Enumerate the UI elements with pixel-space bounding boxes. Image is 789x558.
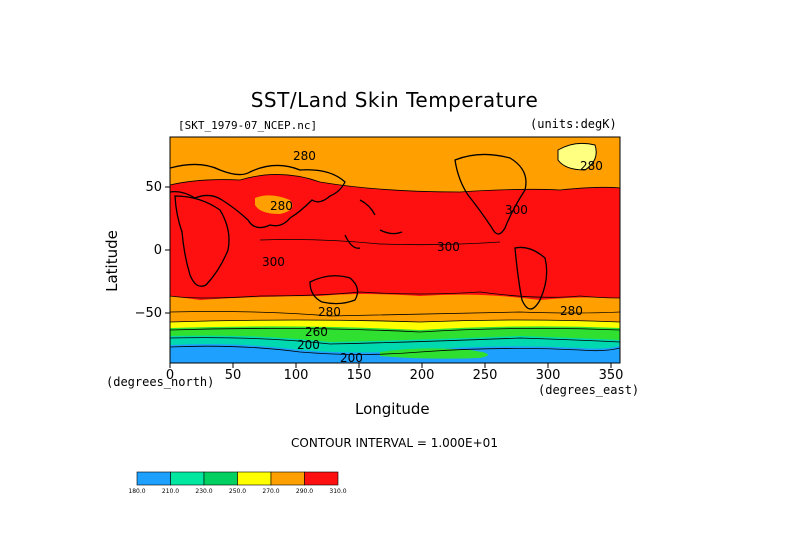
- y-tick-labels: 50 0 −50: [135, 180, 162, 321]
- tibet-cool-spot: [255, 195, 293, 214]
- contour-label: 200: [340, 351, 363, 365]
- coastlines: [170, 153, 548, 310]
- colorbar-label: 310.0: [329, 488, 346, 495]
- contour-label: 280: [560, 304, 583, 318]
- contour-label: 280: [293, 149, 316, 163]
- contour-label: 300: [437, 240, 460, 254]
- colorbar-label: 210.0: [162, 488, 179, 495]
- x-tick-label: 100: [284, 368, 309, 383]
- y-tick-label: 0: [154, 243, 162, 258]
- colorbar-swatch: [203, 471, 238, 486]
- x-tick-label: 300: [536, 368, 561, 383]
- colorbar-swatch: [237, 471, 272, 486]
- page-title: SST/Land Skin Temperature: [250, 88, 539, 112]
- contour-label: 280: [270, 199, 293, 213]
- colorbar-label: 230.0: [195, 488, 212, 495]
- contour-label: 280: [318, 305, 341, 319]
- x-tick-label: 50: [225, 368, 242, 383]
- colorbar-swatch: [170, 471, 205, 486]
- y-tick-label: −50: [135, 306, 162, 321]
- colorbar-label: 250.0: [229, 488, 246, 495]
- colorbar: 180.0 210.0 230.0 250.0 270.0 290.0 310.0: [128, 471, 347, 495]
- x-axis-unit: (degrees_east): [538, 383, 640, 397]
- contour-label: 280: [580, 159, 603, 173]
- units-label: (units:degK): [530, 117, 617, 131]
- band-green-patch: [380, 348, 488, 359]
- contour-label: 300: [262, 255, 285, 269]
- contour-interval-label: CONTOUR INTERVAL = 1.000E+01: [291, 436, 498, 450]
- file-label: [SKT_1979-07_NCEP.nc]: [178, 119, 318, 132]
- contour-label: 200: [297, 338, 320, 352]
- colorbar-label: 270.0: [262, 488, 279, 495]
- x-tick-label: 200: [410, 368, 435, 383]
- y-axis-title: Latitude: [103, 230, 121, 292]
- colorbar-label: 180.0: [128, 488, 145, 495]
- colorbar-swatch: [304, 471, 339, 486]
- y-axis-unit: (degrees_north): [106, 375, 215, 389]
- axis-ticks: [165, 186, 612, 368]
- x-tick-label: 250: [473, 368, 498, 383]
- colorbar-label: 290.0: [296, 488, 313, 495]
- contour-labels: 280 280 300 300 300 280 280 260 200 200 …: [262, 149, 603, 365]
- colorbar-swatch: [136, 471, 171, 486]
- x-tick-labels: 0 50 100 150 200 250 300 350: [166, 368, 624, 383]
- tropical-warm-region: [170, 174, 620, 300]
- colorbar-swatch: [270, 471, 305, 486]
- contour-label: 300: [505, 203, 528, 217]
- y-tick-label: 50: [145, 180, 162, 195]
- x-tick-label: 350: [599, 368, 624, 383]
- map-plot-area: 280 280 300 300 300 280 280 260 200 200 …: [170, 137, 620, 365]
- x-tick-label: 150: [347, 368, 372, 383]
- contour-label: 260: [305, 325, 328, 339]
- contour-lines: [170, 174, 620, 355]
- greenland-region: [557, 142, 597, 171]
- x-tick-label: 0: [166, 368, 174, 383]
- x-axis-title: Longitude: [355, 400, 430, 418]
